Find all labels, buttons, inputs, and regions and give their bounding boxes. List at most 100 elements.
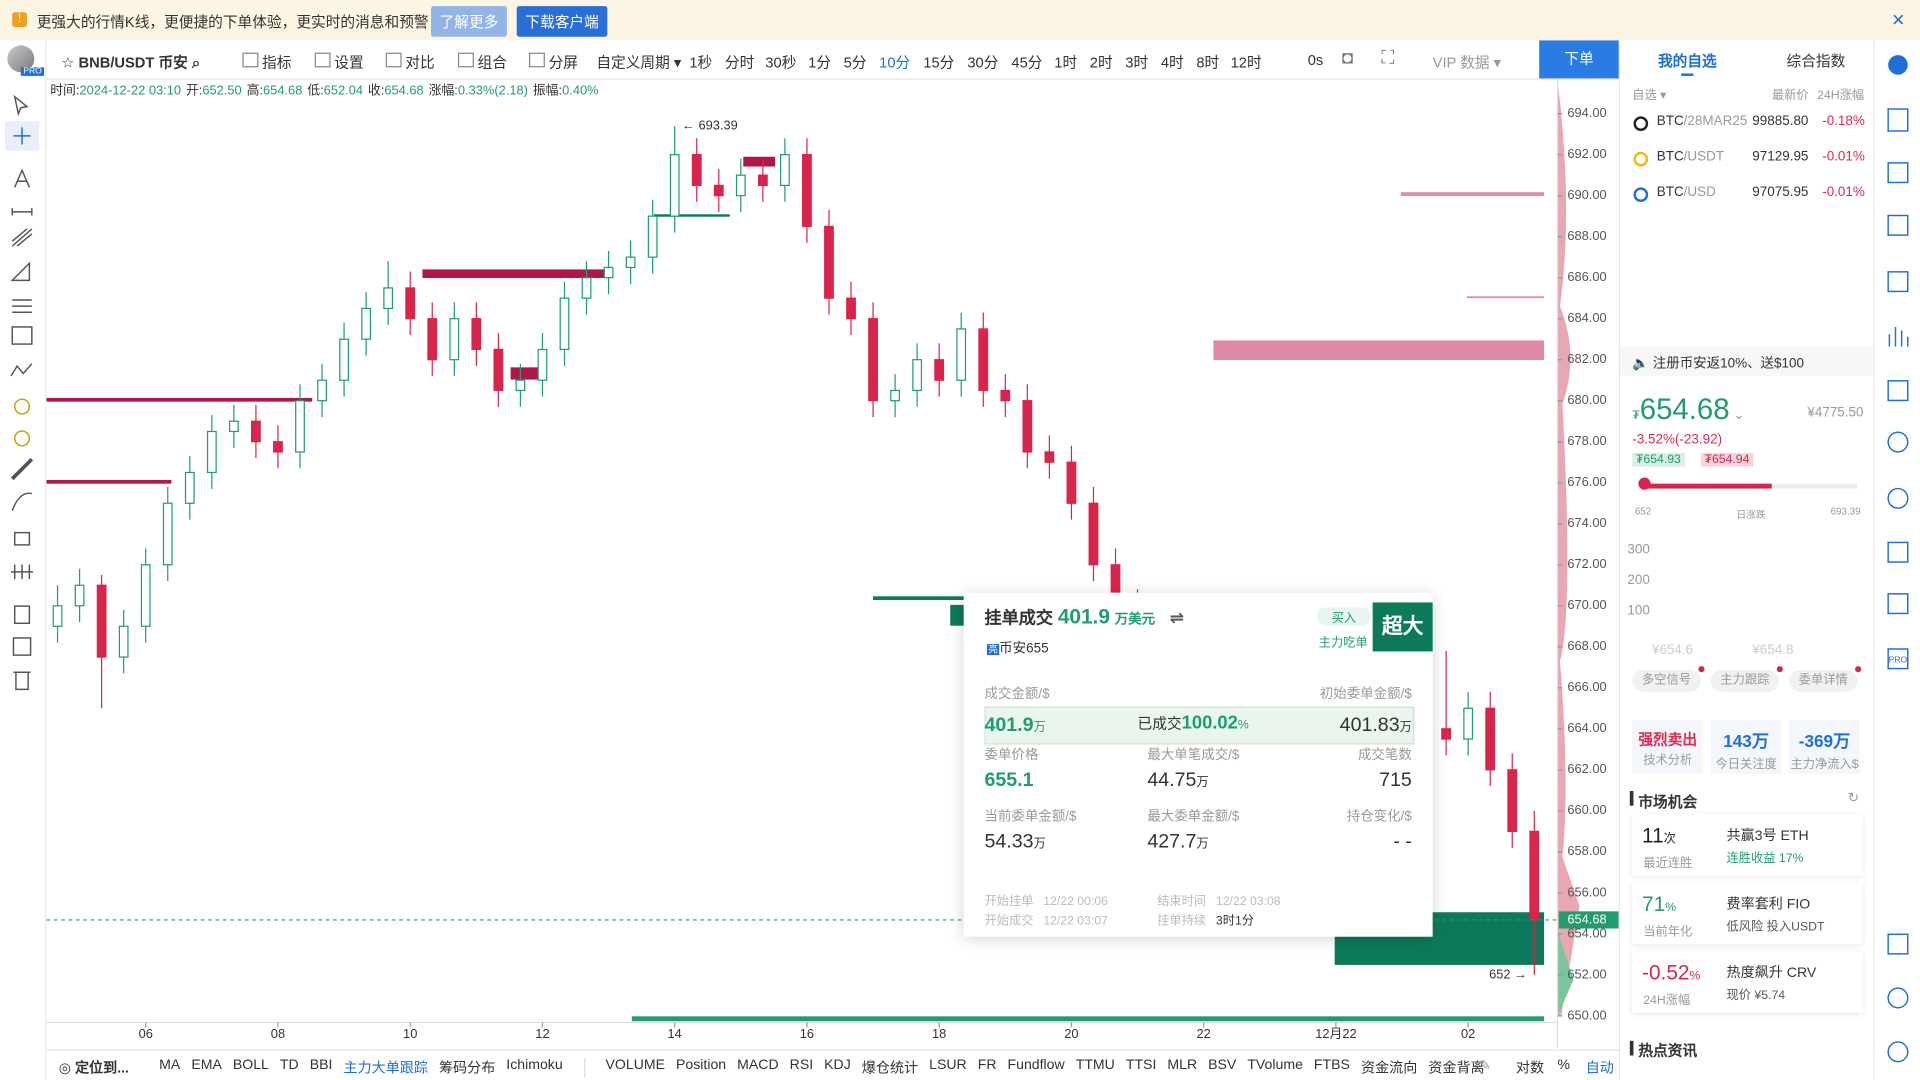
- swap-icon[interactable]: ⇌: [1169, 607, 1185, 627]
- panel-icon[interactable]: [1887, 108, 1909, 132]
- tool-icon[interactable]: [314, 52, 331, 68]
- panel-icon[interactable]: [1887, 1041, 1909, 1063]
- period-button[interactable]: 30分: [967, 53, 999, 72]
- locate[interactable]: ◎ 定位到...: [58, 1061, 129, 1077]
- stat-box[interactable]: 143万 今日关注度: [1710, 720, 1782, 774]
- stat-box[interactable]: -369万 主力净流入$: [1788, 720, 1861, 774]
- period-button[interactable]: 4时: [1160, 53, 1184, 72]
- order-button[interactable]: 下单: [1539, 40, 1619, 79]
- period-button[interactable]: 30秒: [765, 53, 797, 72]
- tool-button[interactable]: 分屏: [548, 53, 578, 72]
- symbol[interactable]: ☆ BNB/USDT 币安 ⌕: [61, 53, 201, 72]
- lock-tool[interactable]: [13, 531, 31, 546]
- indicator[interactable]: TTMU: [1075, 1057, 1115, 1073]
- tool-button[interactable]: 设置: [334, 53, 364, 72]
- promo[interactable]: 🔈 注册币安返10%、送$100: [1620, 346, 1875, 376]
- close-button[interactable]: ×: [1891, 7, 1905, 32]
- panel-icon[interactable]: [1887, 648, 1909, 670]
- feature-button[interactable]: 主力跟踪: [1710, 669, 1780, 692]
- wave-tool[interactable]: [10, 363, 33, 377]
- indicator[interactable]: FR: [977, 1057, 997, 1073]
- indicator[interactable]: 资金流向: [1360, 1061, 1418, 1077]
- period-button[interactable]: 5分: [843, 53, 867, 72]
- indicator[interactable]: 爆仓统计: [861, 1061, 919, 1077]
- ruler-tool[interactable]: [10, 457, 34, 481]
- panel-icon[interactable]: [1887, 162, 1909, 184]
- delete-tool[interactable]: [13, 671, 31, 691]
- auto-toggle[interactable]: 自动: [1585, 1061, 1614, 1077]
- period-button[interactable]: 15分: [923, 53, 955, 72]
- panel-icon[interactable]: [1887, 541, 1909, 563]
- vip-data[interactable]: VIP 数据 ▾: [1432, 53, 1502, 72]
- feature-button[interactable]: 委单详情: [1788, 669, 1858, 692]
- indicator[interactable]: EMA: [191, 1057, 222, 1073]
- period-button[interactable]: 2时: [1089, 53, 1113, 72]
- panel-icon[interactable]: [1887, 380, 1909, 402]
- opportunity-card[interactable]: 71% 当前年化 费率套利 FIO 低风险 投入USDT: [1632, 882, 1863, 945]
- tool-icon[interactable]: [385, 52, 402, 68]
- indicator[interactable]: TTSI: [1125, 1057, 1157, 1073]
- period-button[interactable]: 3时: [1125, 53, 1149, 72]
- period-button[interactable]: 1时: [1054, 53, 1078, 72]
- indicator[interactable]: Fundflow: [1007, 1057, 1065, 1073]
- indicator[interactable]: MLR: [1167, 1057, 1198, 1073]
- period-button[interactable]: 1秒: [689, 53, 713, 72]
- panel-icon[interactable]: [1887, 987, 1909, 1009]
- period-button[interactable]: 8时: [1196, 53, 1220, 72]
- fib-tool[interactable]: [12, 299, 32, 313]
- text-tool[interactable]: [14, 168, 31, 188]
- indicator[interactable]: 资金背离: [1428, 1061, 1485, 1077]
- tool-button[interactable]: 对比: [405, 53, 435, 72]
- brush-tool[interactable]: [11, 492, 32, 511]
- panel-icon[interactable]: [1887, 431, 1909, 453]
- panel-icon[interactable]: [1888, 326, 1909, 347]
- refresh-icon[interactable]: ↻: [1847, 791, 1860, 806]
- learn-more-button[interactable]: 了解更多: [431, 6, 507, 37]
- panel-icon[interactable]: [1887, 487, 1909, 509]
- indicator[interactable]: VOLUME: [605, 1057, 666, 1073]
- indicator[interactable]: MA: [159, 1057, 181, 1073]
- indicator[interactable]: Ichimoku: [506, 1057, 563, 1073]
- fullscreen-icon[interactable]: ⛶: [1381, 47, 1395, 69]
- triangle-tool[interactable]: [10, 261, 31, 282]
- custom-period[interactable]: 自定义周期 ▾: [596, 53, 682, 72]
- indicator[interactable]: TVolume: [1247, 1057, 1303, 1073]
- download-button[interactable]: 下载客户端: [516, 6, 608, 37]
- crosshair-tool[interactable]: [13, 127, 31, 145]
- indicator[interactable]: BSV: [1208, 1057, 1237, 1073]
- period-button[interactable]: 1分: [808, 53, 832, 72]
- opportunity-card[interactable]: 11次 最近连胜 共赢3号 ETH 连胜收益 17%: [1632, 814, 1863, 876]
- app-icon[interactable]: [1888, 55, 1908, 75]
- pointer-tool[interactable]: [13, 94, 29, 117]
- magnet-tool[interactable]: [11, 564, 34, 580]
- tool-button[interactable]: 组合: [477, 53, 507, 72]
- log-toggle[interactable]: 对数: [1515, 1061, 1545, 1077]
- panel-icon[interactable]: [1887, 271, 1909, 293]
- channel-tool[interactable]: [11, 228, 33, 247]
- tool-icon[interactable]: [242, 52, 259, 68]
- opportunity-card[interactable]: -0.52% 24H涨幅 热度飙升 CRV 现价 ¥5.74: [1632, 951, 1863, 1013]
- indicator[interactable]: LSUR: [929, 1057, 967, 1073]
- panel-icon[interactable]: [1887, 593, 1909, 615]
- line-tool[interactable]: [11, 208, 33, 216]
- feature-button[interactable]: 多空信号: [1632, 669, 1701, 692]
- panel-icon[interactable]: [1887, 933, 1909, 955]
- period-button[interactable]: 分时: [724, 53, 755, 72]
- indicator[interactable]: KDJ: [824, 1057, 851, 1073]
- period-button[interactable]: 12时: [1230, 53, 1262, 72]
- indicator[interactable]: BBI: [309, 1057, 333, 1073]
- period-button[interactable]: 45分: [1011, 53, 1043, 72]
- stat-box[interactable]: 强烈卖出 技术分析: [1632, 720, 1704, 774]
- camera-icon[interactable]: ◘: [1342, 47, 1354, 69]
- edit-icon[interactable]: ✎: [1479, 1059, 1491, 1074]
- tab[interactable]: 综合指数: [1786, 52, 1846, 70]
- indicator[interactable]: 主力大单跟踪: [343, 1061, 428, 1077]
- tool-button[interactable]: 指标: [262, 53, 292, 72]
- tab[interactable]: 我的自选: [1657, 52, 1717, 70]
- layers-tool[interactable]: [13, 605, 31, 625]
- indicator[interactable]: BOLL: [232, 1057, 269, 1073]
- indicator[interactable]: RSI: [789, 1057, 814, 1073]
- indicator[interactable]: MACD: [737, 1057, 779, 1073]
- tool-icon[interactable]: [457, 52, 474, 68]
- tool-icon[interactable]: [528, 52, 545, 68]
